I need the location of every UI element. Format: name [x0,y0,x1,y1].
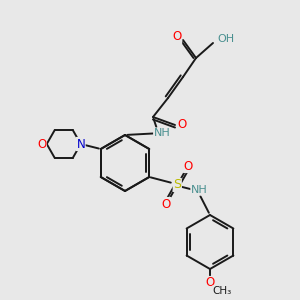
Text: O: O [162,197,171,211]
Text: NH: NH [191,185,208,195]
Text: CH₃: CH₃ [212,286,232,296]
Text: OH: OH [217,34,234,44]
Text: N: N [76,137,85,151]
Text: O: O [206,277,214,290]
Text: S: S [173,178,181,191]
Text: O: O [184,160,193,172]
Text: O: O [177,118,187,131]
Text: NH: NH [154,128,170,138]
Text: O: O [172,31,182,44]
Text: O: O [37,137,46,151]
